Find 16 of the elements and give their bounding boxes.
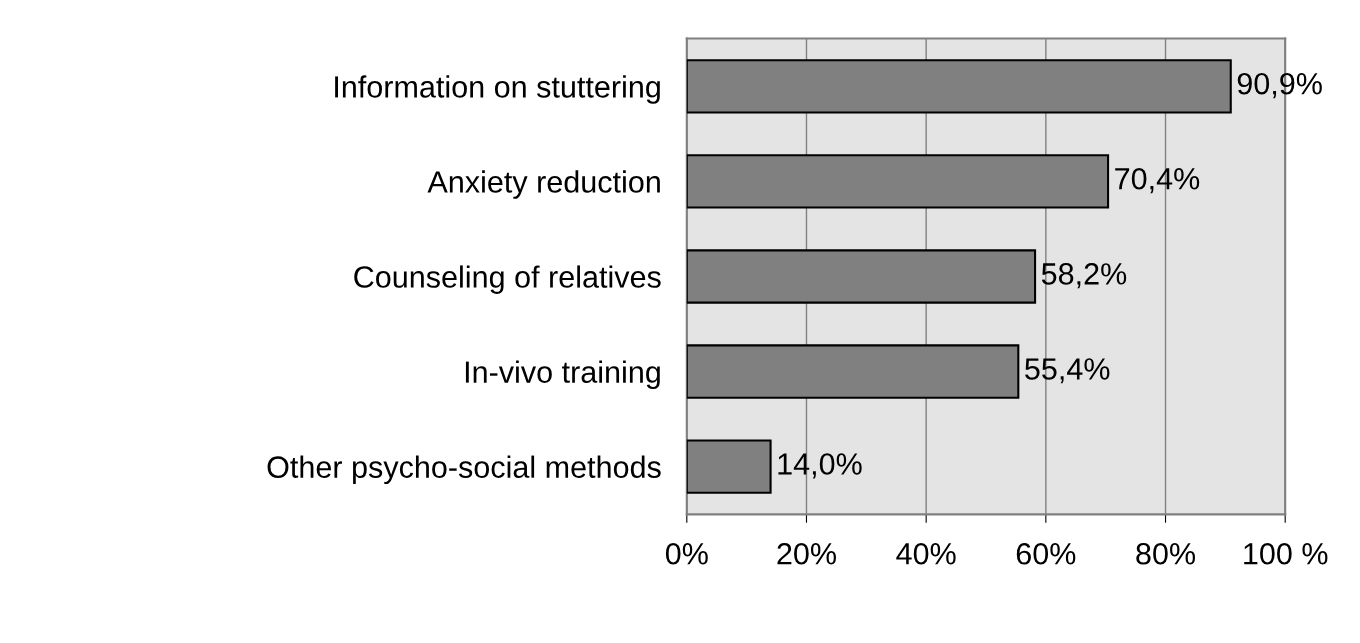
x-tick-label: 0%	[665, 542, 708, 565]
y-tick-label: In-vivo training	[465, 360, 660, 389]
data-label: 14,0%	[778, 453, 862, 479]
y-tick-label: Information on stuttering	[335, 75, 660, 104]
data-label: 70,4%	[1115, 167, 1200, 194]
data-label: 58,2%	[1041, 263, 1127, 289]
y-tick-label: Anxiety reduction	[427, 170, 660, 199]
x-tick-label: 20%	[777, 542, 836, 565]
data-label: 90,9%	[1237, 72, 1322, 99]
data-label: 55,4%	[1025, 358, 1110, 384]
x-tick-label: 40%	[896, 542, 956, 565]
x-tick-label: 100 %	[1244, 542, 1328, 565]
y-tick-label: Other psycho-social methods	[267, 455, 661, 485]
y-tick-label: Counseling of relatives	[354, 265, 661, 294]
x-tick-label: 80%	[1136, 542, 1196, 565]
x-tick-label: 60%	[1016, 542, 1076, 565]
